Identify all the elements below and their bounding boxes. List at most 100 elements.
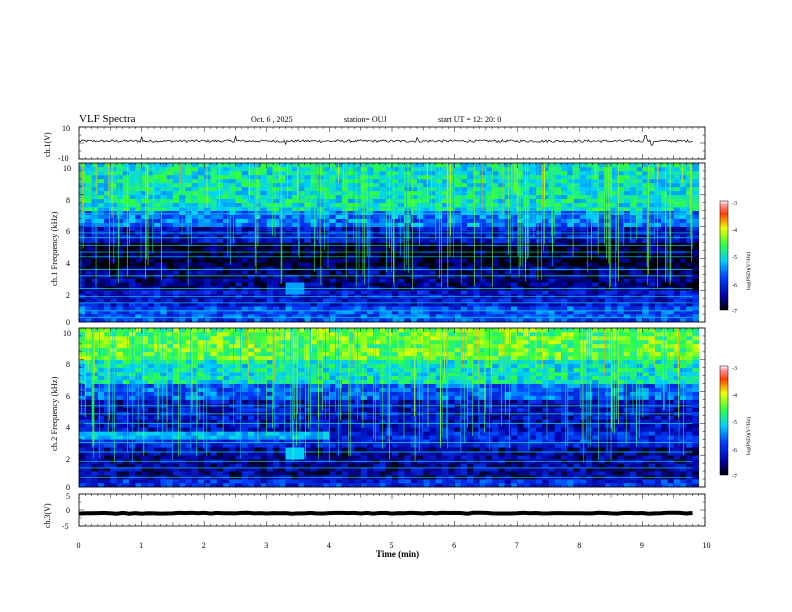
spectrogram-cell: [623, 266, 631, 271]
spectrogram-cell: [379, 302, 387, 307]
spectrogram-cell: [316, 166, 324, 172]
spectrogram-cell: [329, 242, 336, 247]
spectrogram-cell: [191, 282, 199, 287]
spectrogram-cell: [229, 314, 236, 319]
spectrogram-cell: [373, 163, 380, 168]
spectrogram-cell: [429, 314, 437, 319]
spectrogram-cell: [692, 310, 700, 315]
spectrogram-cell: [410, 174, 418, 180]
spectrogram-cell: [260, 298, 268, 303]
spectrogram-cell: [85, 443, 92, 448]
spectrogram-cell: [291, 222, 299, 227]
spectrogram-cell: [454, 306, 462, 311]
spectrogram-cell: [423, 270, 430, 275]
spectrogram-cell: [122, 395, 130, 400]
spectrogram-cell: [548, 178, 556, 184]
spectrogram-cell: [216, 306, 224, 311]
spectrogram-cell: [454, 250, 462, 255]
spectrogram-cell: [492, 170, 499, 176]
spectrogram-cell: [197, 178, 205, 184]
spectrogram-cell: [166, 194, 174, 200]
spectrogram-cell: [479, 314, 487, 319]
spectrogram-cell: [410, 298, 418, 303]
spectrogram-cell: [172, 250, 180, 255]
spectrogram-cell: [304, 218, 311, 223]
spectrogram-cell: [542, 290, 549, 295]
spectrogram-cell: [329, 202, 336, 208]
spectrogram-cell: [423, 258, 430, 263]
spectrogram-cell: [197, 174, 205, 180]
spectrogram-cell: [654, 166, 662, 172]
spectrogram-cell: [573, 198, 581, 204]
spectrogram-cell: [172, 190, 180, 196]
spectrogram-cell: [636, 262, 643, 267]
spectrogram-cell: [398, 306, 405, 311]
spectrogram-cell: [316, 238, 324, 243]
spectrogram-cell: [323, 190, 330, 196]
spectrogram-cell: [110, 262, 117, 267]
spectrogram-cell: [260, 194, 268, 200]
spectrogram-cell: [304, 214, 311, 219]
spectrogram-cell: [191, 170, 199, 176]
spectrogram-cell: [598, 262, 606, 267]
spectrogram-cell: [429, 198, 437, 204]
spectrogram-cell: [473, 246, 480, 251]
spectrogram-cell: [260, 302, 268, 307]
spectrogram-cell: [329, 314, 336, 319]
spectrogram-cell: [197, 214, 205, 219]
spectrogram-cell: [429, 246, 437, 251]
spectrogram-cell: [423, 178, 430, 184]
spectrogram-cell: [116, 270, 124, 275]
spectrogram-cell: [97, 435, 105, 440]
spectrogram-cell: [298, 302, 305, 307]
spectrogram-cell: [366, 298, 374, 303]
spectrogram-cell: [629, 318, 637, 323]
spectrogram-cell: [285, 206, 293, 211]
spectrogram-cell: [110, 282, 117, 287]
spectrogram-cell: [629, 222, 637, 227]
spectrogram-cell: [679, 250, 687, 255]
spectrogram-cell: [179, 206, 186, 211]
spectrogram-cell: [661, 278, 668, 283]
spectrogram-cell: [617, 306, 624, 311]
spectrogram-cell: [385, 262, 393, 267]
spectrogram-cell: [354, 266, 361, 271]
spectrogram-cell: [542, 234, 549, 239]
spectrogram-cell: [542, 318, 549, 323]
spectrogram-cell: [210, 206, 218, 211]
spectrogram-cell: [460, 242, 468, 247]
spectrogram-cell: [460, 258, 468, 263]
spectrogram-cell: [210, 210, 218, 215]
spectrogram-cell: [467, 234, 474, 239]
spectrogram-cell: [222, 206, 230, 211]
spectrogram-cell: [661, 270, 668, 275]
spectrogram-cell: [116, 339, 124, 345]
spectrogram-cell: [392, 218, 399, 223]
spectrogram-cell: [260, 274, 268, 279]
spectrogram-cell: [335, 318, 343, 323]
spectrogram-cell: [185, 266, 192, 271]
spectrogram-cell: [548, 190, 556, 196]
spectrogram-cell: [642, 242, 649, 247]
spectrogram-cell: [104, 306, 111, 311]
spectrogram-cell: [116, 210, 124, 215]
spectrogram-cell: [79, 435, 86, 440]
spectrogram-cell: [460, 163, 468, 168]
spectrogram-cell: [417, 170, 424, 176]
spectrogram-cell: [235, 170, 243, 176]
spectrogram-cell: [216, 270, 224, 275]
spectrogram-cell: [473, 274, 480, 279]
spectrogram-cell: [366, 210, 374, 215]
spectrogram-cell: [373, 202, 380, 208]
spectrogram-cell: [110, 439, 117, 444]
spectrogram-cell: [423, 190, 430, 196]
spectrogram-cell: [673, 274, 681, 279]
spectrogram-cell: [360, 262, 368, 267]
spectrogram-cell: [329, 182, 336, 188]
spectrogram-cell: [210, 246, 218, 251]
spectrogram-cell: [91, 451, 99, 456]
ch1-colorbar: [719, 200, 729, 311]
spectrogram-cell: [467, 210, 474, 215]
spectrogram-cell: [122, 274, 130, 279]
spectrogram-cell: [204, 266, 211, 271]
